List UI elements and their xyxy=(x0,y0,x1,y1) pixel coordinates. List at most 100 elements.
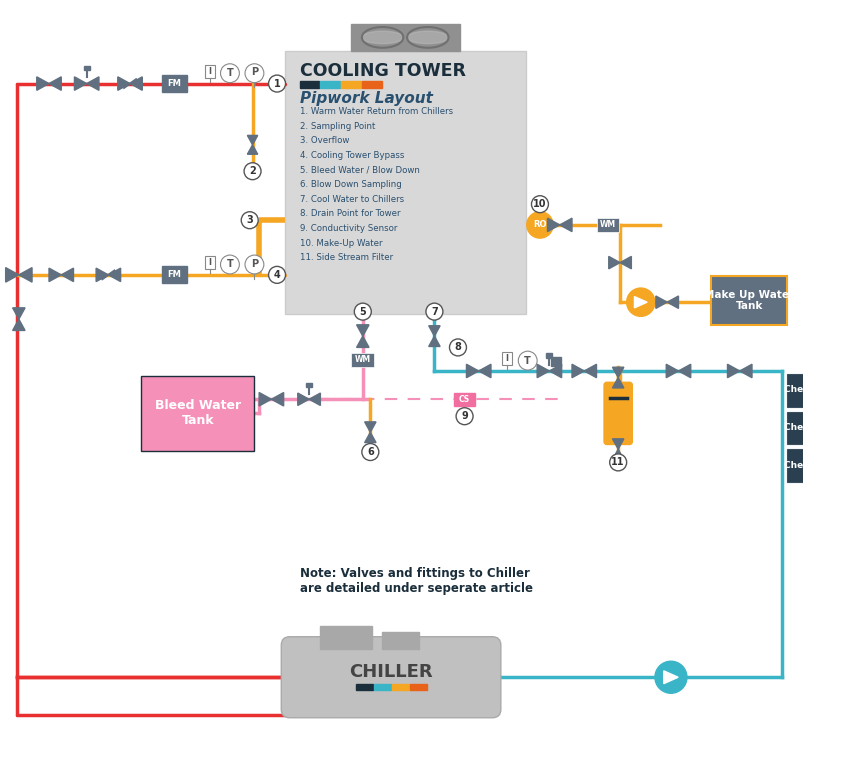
Text: 11. Side Stream Filter: 11. Side Stream Filter xyxy=(300,253,393,262)
Polygon shape xyxy=(666,365,678,378)
Text: 8. Drain Point for Tower: 8. Drain Point for Tower xyxy=(300,210,400,218)
Polygon shape xyxy=(429,326,440,336)
Text: I: I xyxy=(209,67,211,76)
Text: 10. Make-Up Water: 10. Make-Up Water xyxy=(300,238,383,248)
Polygon shape xyxy=(613,367,624,378)
Circle shape xyxy=(627,288,655,317)
Polygon shape xyxy=(584,365,596,378)
Polygon shape xyxy=(740,365,752,378)
Bar xyxy=(162,75,187,92)
Text: 1. Warm Water Return from Chillers: 1. Warm Water Return from Chillers xyxy=(300,107,452,116)
Text: T: T xyxy=(524,355,531,365)
Polygon shape xyxy=(537,365,550,378)
Text: Note: Valves and fittings to Chiller
are detailed under seperate article: Note: Valves and fittings to Chiller are… xyxy=(300,567,532,595)
Text: I: I xyxy=(505,354,509,363)
Polygon shape xyxy=(365,422,376,432)
Polygon shape xyxy=(13,319,25,330)
Bar xyxy=(205,65,215,78)
Polygon shape xyxy=(608,256,620,269)
Text: I: I xyxy=(209,258,211,267)
Bar xyxy=(320,626,372,649)
Polygon shape xyxy=(259,392,272,406)
Circle shape xyxy=(655,661,687,694)
Polygon shape xyxy=(466,365,479,378)
Polygon shape xyxy=(272,392,284,406)
Polygon shape xyxy=(247,145,258,154)
Circle shape xyxy=(354,303,371,320)
Text: 4: 4 xyxy=(273,270,280,280)
Polygon shape xyxy=(357,325,369,336)
Circle shape xyxy=(362,444,379,461)
Bar xyxy=(410,684,427,690)
Bar xyxy=(205,256,215,269)
Polygon shape xyxy=(560,218,572,231)
Polygon shape xyxy=(572,365,584,378)
Bar xyxy=(454,392,475,406)
Text: FM: FM xyxy=(167,79,181,88)
Bar xyxy=(392,684,409,690)
Circle shape xyxy=(426,303,443,320)
Bar xyxy=(350,24,460,50)
Text: Make Up Water
Tank: Make Up Water Tank xyxy=(704,289,794,311)
Polygon shape xyxy=(620,256,631,269)
Polygon shape xyxy=(635,296,648,308)
Text: 6. Blow Down Sampling: 6. Blow Down Sampling xyxy=(300,180,401,189)
Text: P: P xyxy=(250,67,258,77)
Polygon shape xyxy=(407,31,448,43)
Bar xyxy=(306,383,312,387)
Circle shape xyxy=(244,163,261,180)
Bar xyxy=(551,357,561,366)
FancyBboxPatch shape xyxy=(281,637,501,717)
Bar xyxy=(362,80,382,88)
Circle shape xyxy=(268,266,285,283)
Polygon shape xyxy=(108,268,121,282)
Polygon shape xyxy=(61,268,73,282)
Text: P: P xyxy=(250,259,258,269)
Text: 1: 1 xyxy=(273,79,280,88)
Text: 2: 2 xyxy=(249,166,256,176)
Text: T: T xyxy=(227,68,233,78)
Text: CS: CS xyxy=(459,395,470,404)
Circle shape xyxy=(221,255,239,274)
Circle shape xyxy=(456,408,473,425)
Polygon shape xyxy=(357,336,369,348)
Bar xyxy=(356,684,373,690)
Bar xyxy=(83,66,89,70)
Text: WM: WM xyxy=(354,355,371,365)
Text: 4. Cooling Tower Bypass: 4. Cooling Tower Bypass xyxy=(300,151,404,160)
Polygon shape xyxy=(87,77,99,91)
Text: 8: 8 xyxy=(454,342,462,352)
Text: 11: 11 xyxy=(612,457,625,467)
Polygon shape xyxy=(667,296,678,308)
Polygon shape xyxy=(118,77,130,91)
Text: Chemical Tank: Chemical Tank xyxy=(784,423,852,432)
Text: 9. Conductivity Sensor: 9. Conductivity Sensor xyxy=(300,224,397,233)
Circle shape xyxy=(245,255,264,274)
Text: 7: 7 xyxy=(431,307,438,317)
Polygon shape xyxy=(298,393,309,406)
Polygon shape xyxy=(49,268,61,282)
Polygon shape xyxy=(362,31,403,43)
Bar xyxy=(787,449,852,482)
Bar xyxy=(320,80,340,88)
Polygon shape xyxy=(365,432,376,443)
FancyBboxPatch shape xyxy=(604,382,632,444)
Bar xyxy=(300,80,320,88)
Polygon shape xyxy=(479,365,491,378)
Text: 5: 5 xyxy=(360,307,366,317)
Bar xyxy=(162,266,187,283)
Text: 3. Overflow: 3. Overflow xyxy=(300,136,349,146)
Text: 10: 10 xyxy=(533,199,547,209)
Polygon shape xyxy=(6,268,19,282)
Text: Chemical Tank: Chemical Tank xyxy=(784,385,852,394)
Polygon shape xyxy=(550,365,561,378)
Text: WM: WM xyxy=(600,221,616,229)
Text: FM: FM xyxy=(167,270,181,279)
Text: 6: 6 xyxy=(367,447,374,457)
Circle shape xyxy=(241,212,258,228)
Polygon shape xyxy=(96,268,108,282)
Bar xyxy=(787,374,852,407)
Text: CHILLER: CHILLER xyxy=(349,663,433,680)
Text: 9: 9 xyxy=(461,411,468,421)
Circle shape xyxy=(450,339,466,356)
